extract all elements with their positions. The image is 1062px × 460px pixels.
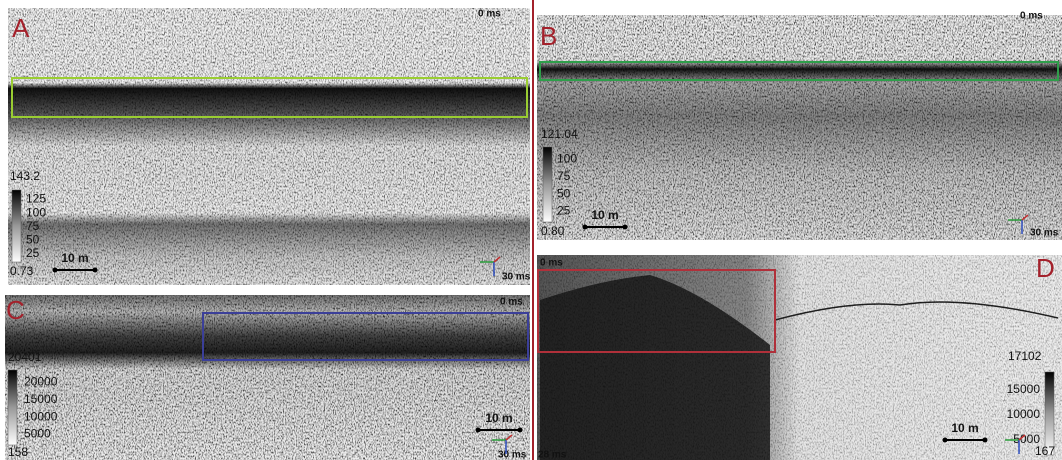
time-bottom: 30 ms [502,272,531,283]
highlight-box [537,269,776,353]
scale-label: 10 m [61,251,88,265]
highlight-box [11,77,528,118]
colorbar-tick: 50 [557,186,571,200]
colorbar-tick: 125 [26,192,46,206]
colorbar-tick: 100 [26,205,46,219]
colorbar-tick: 25 [557,204,571,218]
colorbar-min: 0.80 [541,224,565,238]
scale-end [582,224,588,230]
colorbar-max: 121.04 [541,127,578,141]
colorbar-tick: 25 [26,246,40,260]
colorbar-max: 17102 [1008,349,1042,363]
colorbar-tick: 50 [26,232,40,246]
time-bottom: 30 ms [1030,228,1059,239]
radar-noise [537,255,1062,460]
colorbar-tick: 75 [557,169,571,183]
time-top: 0 ms [1020,11,1043,22]
time-top: 0 ms [478,9,501,20]
colorbar-tick: 5000 [1013,432,1040,446]
colorbar-tick: 10000 [1007,407,1041,421]
highlight-box [202,312,529,361]
colorbar-min: 167 [1035,444,1055,458]
colorbar-tick: 15000 [1007,382,1041,396]
colorbar-tick: 100 [557,151,577,165]
colorbar-tick: 20000 [24,374,58,388]
scale-end [52,267,58,273]
colorbar-tick: 5000 [24,427,51,441]
colorbar-tick: 10000 [24,409,58,423]
scale-end [517,427,523,433]
scale-end [475,427,481,433]
axis-icon [1021,214,1029,221]
colorbar-min: 158 [8,445,28,459]
radar-noise [8,8,530,285]
colorbar-min: 0.73 [10,264,34,278]
time-bottom: 30 ms [498,450,527,460]
colorbar-max: 20401 [8,350,42,364]
scale-label: 10 m [591,208,618,222]
scale-label: 10 m [485,411,512,425]
colorbar-max: 143.2 [10,169,40,183]
scale-label: 10 m [951,421,978,435]
time-top: 0 ms [540,258,563,269]
axis-icon [505,434,513,441]
panel-label: D [1036,253,1055,283]
colorbar [11,189,22,263]
scale-end [622,224,628,230]
radar-noise [5,295,530,460]
panel-label: A [12,13,30,43]
colorbar [7,369,18,446]
time-bottom: 28 ms [538,450,567,460]
axis-icon [493,256,501,263]
colorbar-tick: 75 [26,219,40,233]
panel-label: C [6,295,25,325]
colorbar [1044,371,1055,456]
radar-noise [537,15,1062,240]
axis-icon [1018,434,1026,441]
scale-end [982,437,988,443]
scale-end [92,267,98,273]
panel-label: B [540,21,557,51]
colorbar-tick: 15000 [24,392,58,406]
scale-end [942,437,948,443]
time-top: 0 ms [500,297,523,308]
colorbar [542,146,553,223]
highlight-box [539,61,1059,81]
